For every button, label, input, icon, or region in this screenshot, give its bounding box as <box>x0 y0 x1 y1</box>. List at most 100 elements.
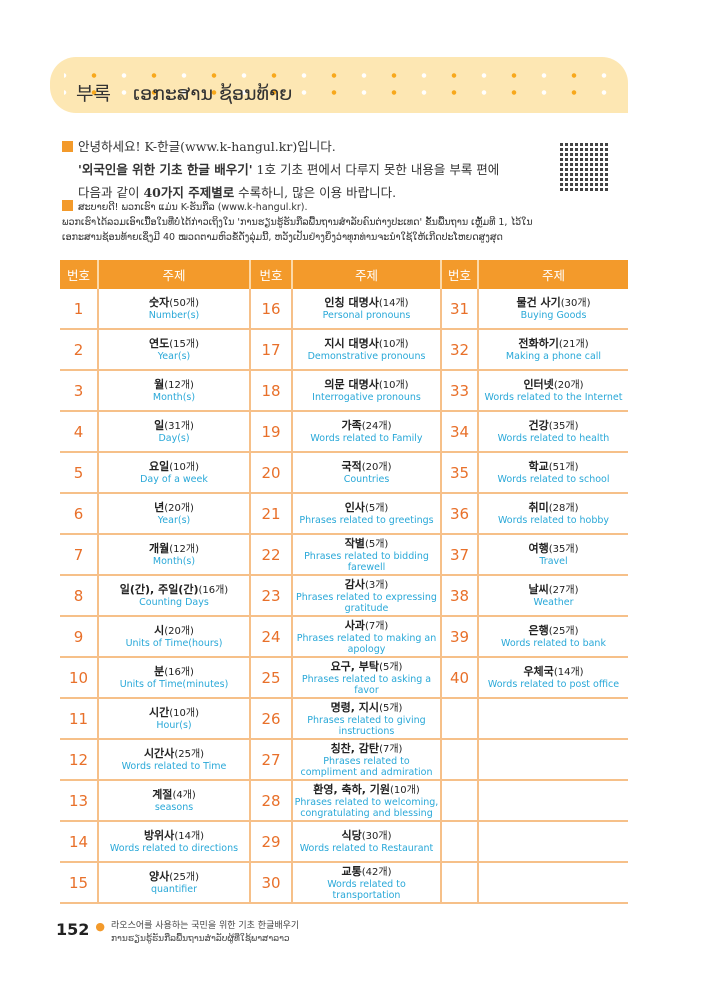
topic-english: Words related to the Internet <box>484 392 623 403</box>
topic-count: (4개) <box>172 790 196 801</box>
topic-korean: 날씨 <box>528 583 549 596</box>
topic-cell: 감사(3개) Phrases related to expressing grat… <box>291 575 441 617</box>
topic-count: (5개) <box>364 538 389 550</box>
topic-korean: 양사 <box>149 870 170 883</box>
topic-korean: 인터넷 <box>523 378 554 391</box>
topic-count: (3개) <box>364 579 389 591</box>
topic-number: 36 <box>440 493 478 535</box>
topic-english: Phrases related to greetings <box>299 515 434 526</box>
topic-number: 17 <box>249 329 292 371</box>
topic-number: 16 <box>249 289 292 330</box>
table-row: 2 연도(15개) Year(s) 17 지시 대명사(10개) Demonstrativ… <box>60 329 628 371</box>
intro-line-3b: 수록하니, 많은 이용 바랍니다. <box>234 185 397 200</box>
topic-korean: 연도 <box>149 337 170 350</box>
topic-number: 21 <box>249 493 292 535</box>
topic-cell: 개월(12개) Month(s) <box>97 534 250 576</box>
topic-cell <box>477 698 628 740</box>
header-topic: 주제 <box>291 260 441 289</box>
topic-number: 27 <box>249 739 292 781</box>
topic-number: 1 <box>60 289 98 330</box>
table-row: 9 시(20개) Units of Time(hours) 24 사과(7개) Phras… <box>60 616 628 658</box>
topic-number: 3 <box>60 370 98 412</box>
topic-number: 35 <box>440 452 478 494</box>
topic-korean: 지시 대명사 <box>324 337 379 350</box>
topic-count: (5개) <box>364 503 389 514</box>
topic-count: (7개) <box>379 743 403 755</box>
dot-pattern <box>64 67 624 107</box>
topic-count: (10개) <box>378 339 409 350</box>
topic-number <box>440 780 478 822</box>
topic-cell: 물건 사기(30개) Buying Goods <box>477 289 628 330</box>
topic-korean: 가족 <box>341 419 362 432</box>
topic-korean: 시간사 <box>143 747 175 760</box>
topic-english: Personal pronouns <box>322 310 411 321</box>
intro-lao-line-1: ສະບາຍດີ! ພວກເຮົາ ແມ່ນ K-ຮັນກືລ (www.k-ha… <box>78 202 308 213</box>
topic-count: (31개) <box>164 421 194 432</box>
banner-title-lao: ເອກະສານ ຊ້ອນທ້າຍ <box>132 83 293 105</box>
table-row: 13 계절(4개) seasons 28 환영, 축하, 기원(10개) Phrases … <box>60 780 628 822</box>
topic-english: Units of Time(hours) <box>125 638 223 649</box>
topic-count: (12개) <box>169 544 199 555</box>
topic-count: (10개) <box>390 784 420 796</box>
table-row: 6 년(20개) Year(s) 21 인사(5개) Phrases related to… <box>60 493 628 535</box>
topic-count: (50개) <box>169 298 199 309</box>
topic-count: (27개) <box>548 585 579 596</box>
topic-korean: 요구, 부탁 <box>330 659 380 673</box>
topic-english: Making a phone call <box>505 351 602 362</box>
topic-korean: 전화하기 <box>518 337 559 350</box>
topic-english: Words related to directions <box>109 843 239 854</box>
topic-english: Phrases related to bidding farewell <box>304 550 429 573</box>
topic-english: Words related to hobby <box>497 515 610 526</box>
topic-cell <box>477 739 628 781</box>
topic-count: (35개) <box>548 421 579 432</box>
topic-count: (30개) <box>361 831 392 842</box>
topic-korean: 년 <box>154 501 165 514</box>
topic-cell: 전화하기(21개) Making a phone call <box>477 329 628 371</box>
topic-cell: 취미(28개) Words related to hobby <box>477 493 628 535</box>
topic-cell: 의문 대명사(10개) Interrogative pronouns <box>291 370 441 412</box>
topic-english: Phrases related to making an apology <box>296 632 437 655</box>
table-row: 14 방위사(14개) Words related to directions 29 식… <box>60 821 628 863</box>
topic-number: 14 <box>60 821 98 863</box>
topic-english: Demonstrative pronouns <box>307 351 426 362</box>
topic-count: (25개) <box>174 749 205 760</box>
topic-count: (42개) <box>361 866 392 878</box>
intro-line-2: 1호 기초 편에서 다루지 못한 내용을 부록 편에 <box>252 162 500 177</box>
topic-korean: 여행 <box>528 542 549 555</box>
topic-count: (5개) <box>379 661 403 673</box>
topic-english: Month(s) <box>152 556 196 567</box>
topic-korean: 의문 대명사 <box>324 378 379 391</box>
topic-number: 38 <box>440 575 478 617</box>
topic-count: (15개) <box>169 339 199 350</box>
topic-english: Words related to post office <box>487 679 620 690</box>
topic-korean: 일(간), 주일(간) <box>119 583 199 596</box>
topic-korean: 칭찬, 감탄 <box>330 741 380 755</box>
topic-number: 23 <box>249 575 292 617</box>
topic-english: Units of Time(minutes) <box>119 679 229 690</box>
topic-number: 20 <box>249 452 292 494</box>
appendix-banner: 부록 ເອກະສານ ຊ້ອນທ້າຍ <box>50 57 628 113</box>
topic-cell: 지시 대명사(10개) Demonstrative pronouns <box>291 329 441 371</box>
intro-line-1: 안녕하세요! K-한글(www.k-hangul.kr)입니다. <box>78 139 336 154</box>
topic-korean: 계절 <box>152 788 173 801</box>
topic-count: (20개) <box>164 503 194 514</box>
topic-cell: 년(20개) Year(s) <box>97 493 250 535</box>
topic-number: 8 <box>60 575 98 617</box>
topic-number <box>440 821 478 863</box>
intro-line-3a: 다음과 같이 <box>78 185 144 200</box>
topic-korean: 숫자 <box>149 296 170 309</box>
topic-korean: 우체국 <box>523 665 554 678</box>
topic-number: 34 <box>440 411 478 453</box>
table-row: 4 일(31개) Day(s) 19 가족(24개) Words related to F… <box>60 411 628 453</box>
topic-english: Words related to bank <box>501 638 606 649</box>
topic-count: (16개) <box>164 667 194 678</box>
topic-number: 24 <box>249 616 292 658</box>
topic-korean: 교통 <box>341 864 362 878</box>
topic-number: 6 <box>60 493 98 535</box>
page-footer: 152 ● 라오스어를 사용하는 국민을 위한 기초 한글배우기 ການຮຽນຮ… <box>56 920 299 946</box>
topic-korean: 명령, 지시 <box>330 700 380 714</box>
topic-korean: 인칭 대명사 <box>324 296 379 309</box>
topic-number: 29 <box>249 821 292 863</box>
topic-korean: 인사 <box>344 501 365 514</box>
